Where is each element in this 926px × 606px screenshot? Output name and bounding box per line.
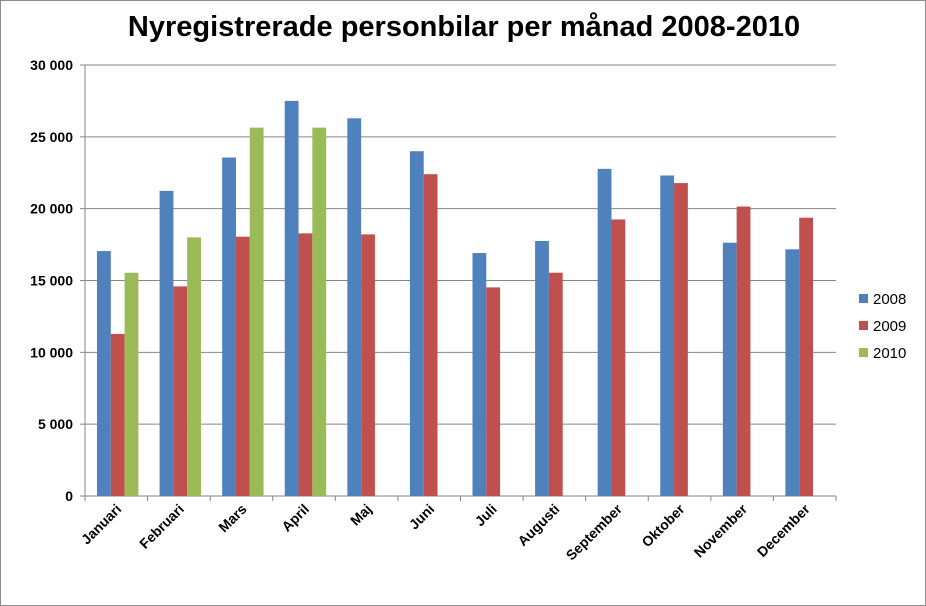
x-tick-label: Juni xyxy=(406,501,438,533)
x-tick-label: Augusti xyxy=(514,501,562,549)
x-tick-label: Februari xyxy=(136,501,187,552)
legend-swatch-2009 xyxy=(859,321,868,330)
bar-2009-december xyxy=(799,217,814,497)
y-tick-label: 5 000 xyxy=(38,416,73,432)
bar-2009-april xyxy=(298,233,313,497)
legend-swatch-2010 xyxy=(859,348,868,357)
x-tick-label: September xyxy=(563,500,626,563)
legend-label: 2009 xyxy=(873,318,906,335)
bar-2010-mars xyxy=(249,127,264,496)
bar-2008-februari xyxy=(159,190,174,497)
bar-2008-juli xyxy=(472,253,487,496)
bar-2010-februari xyxy=(187,237,201,496)
bar-2009-mars xyxy=(235,236,250,496)
bar-2010-januari xyxy=(124,272,139,496)
y-tick-label: 0 xyxy=(65,488,73,504)
y-tick-label: 30 000 xyxy=(30,57,73,73)
bar-2009-juni xyxy=(423,174,438,497)
bar-2009-februari xyxy=(173,286,188,496)
x-tick-label: Januari xyxy=(78,501,125,548)
bar-2008-maj xyxy=(347,118,362,497)
bar-2008-december xyxy=(785,249,800,496)
x-tick-label: Oktober xyxy=(638,500,688,550)
bar-2009-november xyxy=(736,206,751,497)
y-tick-label: 20 000 xyxy=(30,201,73,217)
bar-2008-november xyxy=(722,242,737,496)
bar-2008-september xyxy=(597,168,612,496)
y-tick-label: 10 000 xyxy=(30,344,73,360)
legend-label: 2008 xyxy=(873,291,906,308)
bar-2008-oktober xyxy=(660,175,675,496)
bar-2008-augusti xyxy=(535,240,549,496)
bar-2009-oktober xyxy=(674,183,688,496)
y-tick-label: 25 000 xyxy=(30,129,73,145)
x-tick-label: December xyxy=(754,500,814,560)
bar-2009-september xyxy=(611,219,626,497)
bar-2008-juni xyxy=(409,151,424,496)
bar-2008-mars xyxy=(222,157,236,496)
bar-2009-juli xyxy=(486,287,501,496)
bar-2009-maj xyxy=(361,234,375,496)
bar-2008-januari xyxy=(97,251,111,496)
y-tick-label: 15 000 xyxy=(30,273,73,289)
legend-swatch-2008 xyxy=(859,294,868,303)
bar-2009-januari xyxy=(110,333,125,496)
bar-2008-april xyxy=(284,100,299,497)
x-tick-label: Juli xyxy=(472,501,500,529)
chart-title: Nyregistrerade personbilar per månad 200… xyxy=(127,11,801,43)
bar-2010-april xyxy=(312,127,327,496)
bar-2009-augusti xyxy=(548,272,563,496)
x-tick-label: Mars xyxy=(215,501,250,536)
legend-label: 2010 xyxy=(873,345,906,362)
x-tick-label: Maj xyxy=(347,501,375,529)
x-tick-label: November xyxy=(691,500,751,560)
x-tick-label: April xyxy=(278,501,312,535)
